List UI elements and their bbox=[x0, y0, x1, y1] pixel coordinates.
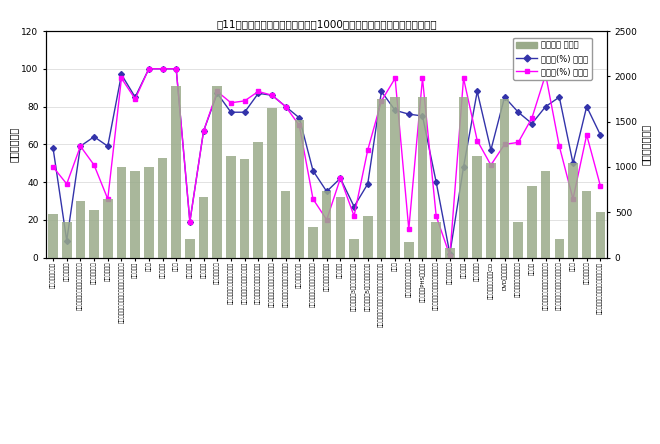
Bar bbox=[349, 239, 359, 258]
Title: 図11　主要耗久消費財の普及率と1000世帯当たりの所有数量（全世帯）: 図11 主要耗久消費財の普及率と1000世帯当たりの所有数量（全世帯） bbox=[216, 19, 437, 29]
Bar bbox=[281, 191, 290, 258]
Bar bbox=[89, 210, 99, 258]
Bar bbox=[76, 201, 85, 258]
Bar bbox=[432, 222, 441, 258]
Bar bbox=[595, 212, 605, 258]
Bar bbox=[363, 216, 372, 258]
Bar bbox=[294, 120, 304, 258]
Bar bbox=[459, 97, 469, 258]
Bar bbox=[377, 99, 386, 258]
Bar bbox=[527, 186, 537, 258]
Bar bbox=[199, 197, 209, 258]
Bar bbox=[240, 159, 249, 258]
Bar bbox=[568, 163, 578, 258]
Legend: 所有数量 宮崎県, 普及率(%) 全　国, 普及率(%) 宮崎県: 所有数量 宮崎県, 普及率(%) 全 国, 普及率(%) 宮崎県 bbox=[513, 37, 592, 79]
Bar bbox=[582, 191, 591, 258]
Y-axis label: 普及率（％）: 普及率（％） bbox=[9, 127, 18, 162]
Bar bbox=[117, 167, 126, 258]
Y-axis label: 所有数量（台）: 所有数量（台） bbox=[641, 124, 651, 165]
Bar bbox=[213, 86, 222, 258]
Bar bbox=[131, 171, 140, 258]
Bar bbox=[418, 97, 427, 258]
Bar bbox=[322, 191, 331, 258]
Bar bbox=[267, 108, 277, 258]
Bar bbox=[185, 239, 195, 258]
Bar bbox=[335, 197, 345, 258]
Bar bbox=[445, 248, 455, 258]
Bar bbox=[48, 214, 58, 258]
Bar bbox=[308, 227, 318, 258]
Bar bbox=[144, 167, 154, 258]
Bar bbox=[172, 86, 181, 258]
Bar bbox=[554, 239, 564, 258]
Bar bbox=[253, 143, 263, 258]
Bar bbox=[500, 99, 510, 258]
Bar bbox=[62, 222, 71, 258]
Bar bbox=[158, 158, 167, 258]
Bar bbox=[473, 156, 482, 258]
Bar bbox=[404, 242, 414, 258]
Bar bbox=[541, 171, 550, 258]
Bar bbox=[103, 199, 113, 258]
Bar bbox=[226, 156, 236, 258]
Bar bbox=[390, 97, 400, 258]
Bar bbox=[486, 163, 496, 258]
Bar bbox=[513, 222, 523, 258]
